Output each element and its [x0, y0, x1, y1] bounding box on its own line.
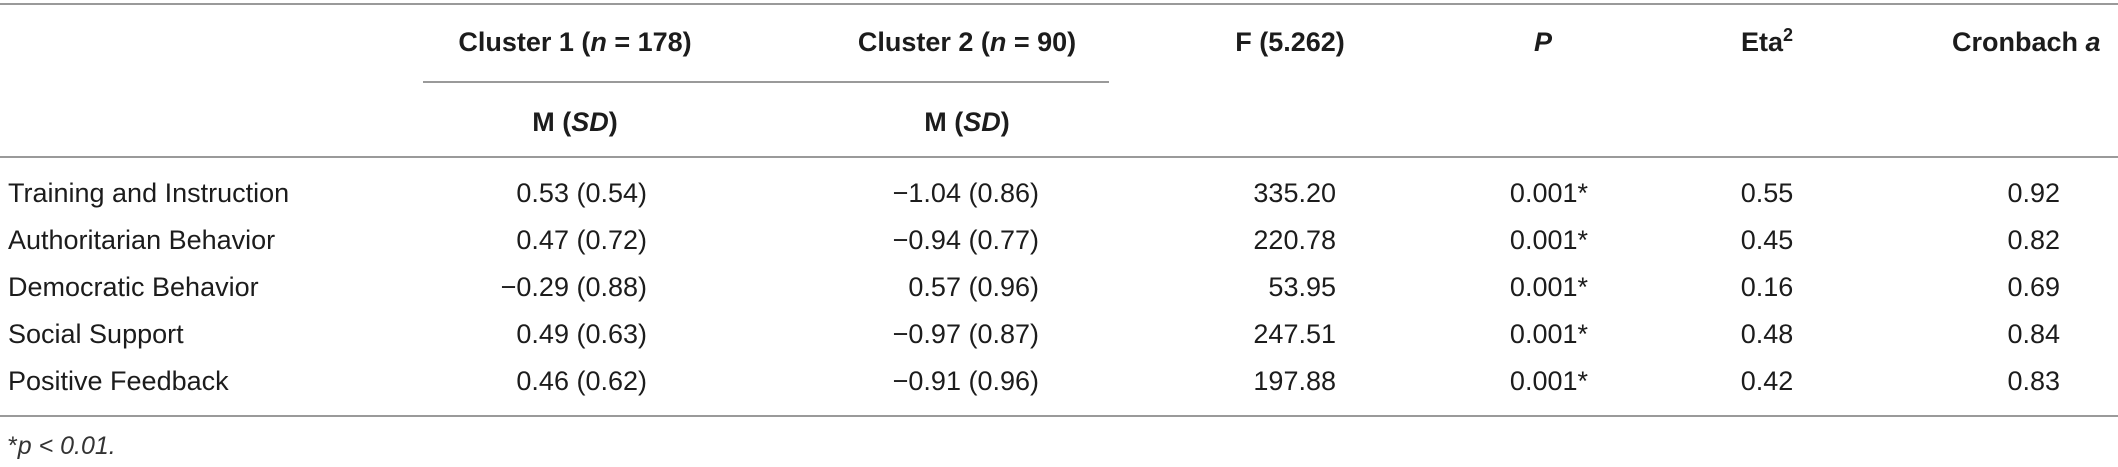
f-value: 247.51 — [1253, 319, 1336, 349]
eta-value: 0.48 — [1740, 319, 1794, 349]
bottom-rule — [0, 415, 2118, 417]
header-cluster-2: Cluster 2 (n = 90) — [857, 27, 1077, 57]
row-label: Training and Instruction — [8, 178, 290, 208]
header-eta: Eta2 — [1740, 25, 1794, 57]
header-p: P — [1533, 27, 1553, 57]
p-value: 0.001* — [1509, 178, 1588, 208]
header-cluster-1: Cluster 1 (n = 178) — [458, 27, 692, 57]
eta-value: 0.45 — [1740, 225, 1794, 255]
p-value: 0.001* — [1509, 225, 1588, 255]
cluster1-value: 0.46 (0.62) — [516, 366, 647, 396]
header-bottom-rule — [0, 156, 2118, 158]
header-msd-2: M (SD) — [924, 107, 1010, 137]
row-label: Authoritarian Behavior — [8, 225, 276, 255]
cluster1-value: 0.49 (0.63) — [516, 319, 647, 349]
cluster1-value: 0.53 (0.54) — [516, 178, 647, 208]
p-value: 0.001* — [1509, 272, 1588, 302]
eta-value: 0.16 — [1740, 272, 1794, 302]
f-value: 220.78 — [1253, 225, 1336, 255]
table-footnote: *p < 0.01. — [8, 432, 116, 460]
f-value: 53.95 — [1268, 272, 1336, 302]
alpha-value: 0.82 — [2007, 225, 2060, 255]
header-cronbach: Cronbach a — [1952, 27, 2101, 57]
row-label: Positive Feedback — [8, 366, 229, 396]
p-value: 0.001* — [1509, 319, 1588, 349]
alpha-value: 0.83 — [2007, 366, 2060, 396]
alpha-value: 0.69 — [2007, 272, 2060, 302]
eta-value: 0.42 — [1740, 366, 1794, 396]
header-f: F (5.262) — [1235, 27, 1345, 57]
eta-value: 0.55 — [1740, 178, 1794, 208]
cluster2-value: 0.57 (0.96) — [908, 272, 1039, 302]
header-msd-1: M (SD) — [532, 107, 618, 137]
cluster2-value: −0.97 (0.87) — [892, 319, 1039, 349]
f-value: 197.88 — [1253, 366, 1336, 396]
alpha-value: 0.92 — [2007, 178, 2060, 208]
cluster2-value: −0.94 (0.77) — [892, 225, 1039, 255]
alpha-value: 0.84 — [2007, 319, 2060, 349]
cluster2-value: −0.91 (0.96) — [892, 366, 1039, 396]
f-value: 335.20 — [1253, 178, 1336, 208]
p-value: 0.001* — [1509, 366, 1588, 396]
cluster-subheader-rule — [423, 81, 1109, 83]
cluster2-value: −1.04 (0.86) — [892, 178, 1039, 208]
cluster1-value: 0.47 (0.72) — [516, 225, 647, 255]
top-rule — [0, 3, 2118, 5]
row-label: Social Support — [8, 319, 184, 349]
row-label: Democratic Behavior — [8, 272, 259, 302]
cluster1-value: −0.29 (0.88) — [500, 272, 647, 302]
